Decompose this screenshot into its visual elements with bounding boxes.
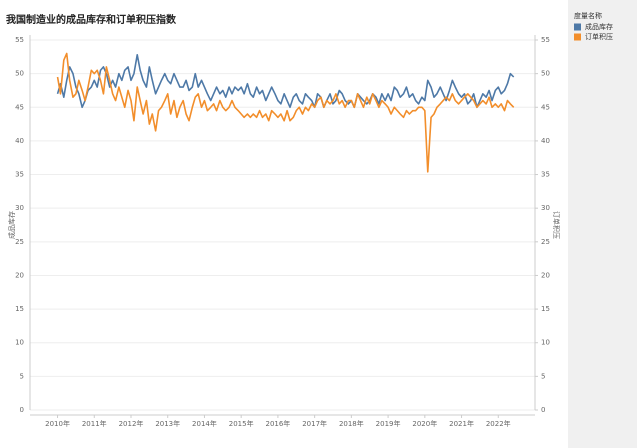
y2-tick-label: 20 — [541, 271, 550, 279]
legend-swatch — [574, 23, 581, 31]
x-tick-label: 2020年 — [412, 419, 437, 428]
x-tick-label: 2019年 — [376, 419, 401, 428]
y-tick-label: 35 — [15, 171, 24, 179]
y-tick-label: 30 — [15, 204, 24, 212]
y-tick-label: 45 — [15, 103, 24, 111]
y2-tick-label: 0 — [541, 406, 545, 414]
y2-tick-label: 35 — [541, 171, 550, 179]
y-tick-label: 10 — [15, 339, 24, 347]
y2-tick-label: 15 — [541, 305, 550, 313]
y2-tick-label: 5 — [541, 372, 545, 380]
x-tick-label: 2015年 — [229, 419, 254, 428]
y-tick-label: 40 — [15, 137, 24, 145]
x-tick-label: 2018年 — [339, 419, 364, 428]
legend-label: 成品库存 — [585, 22, 613, 31]
x-tick-label: 2010年 — [45, 419, 70, 428]
chart-title: 我国制造业的成品库存和订单积压指数 — [6, 13, 177, 26]
legend-panel — [568, 0, 637, 448]
line-series — [56, 54, 515, 109]
y2-tick-label: 25 — [541, 238, 550, 246]
line-series — [56, 52, 515, 173]
legend-swatch — [574, 33, 581, 41]
legend-label: 订单积压 — [585, 32, 613, 41]
x-tick-label: 2011年 — [82, 419, 107, 428]
x-tick-label: 2012年 — [119, 419, 144, 428]
y2-tick-label: 50 — [541, 70, 550, 78]
x-tick-label: 2013年 — [155, 419, 180, 428]
y-tick-label: 0 — [20, 406, 24, 414]
y-tick-label: 25 — [15, 238, 24, 246]
y-tick-label: 55 — [15, 36, 24, 44]
y2-tick-label: 40 — [541, 137, 550, 145]
y-tick-label: 20 — [15, 271, 24, 279]
y-axis-title: 成品库存 — [7, 211, 16, 239]
y-tick-label: 50 — [15, 70, 24, 78]
y2-tick-label: 10 — [541, 339, 550, 347]
y2-tick-label: 55 — [541, 36, 550, 44]
y2-tick-label: 45 — [541, 103, 550, 111]
x-tick-label: 2016年 — [265, 419, 290, 428]
x-tick-label: 2014年 — [192, 419, 217, 428]
y2-tick-label: 30 — [541, 204, 550, 212]
x-tick-label: 2021年 — [449, 419, 474, 428]
x-tick-label: 2022年 — [486, 419, 511, 428]
y-tick-label: 5 — [20, 372, 24, 380]
y2-axis-title: 订单积压 — [552, 211, 561, 239]
y-tick-label: 15 — [15, 305, 24, 313]
legend-title: 度量名称 — [574, 11, 602, 20]
x-tick-label: 2017年 — [302, 419, 327, 428]
